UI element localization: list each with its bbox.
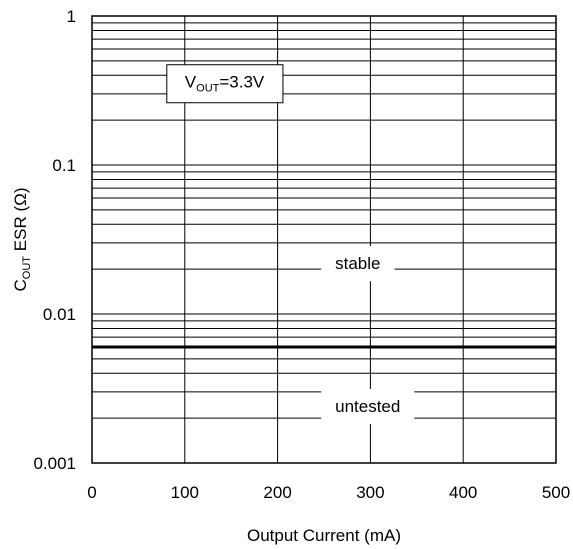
y-axis-title-rest: ESR (Ω) [11, 188, 30, 256]
untested-label-background [321, 388, 415, 424]
x-tick-label: 500 [542, 483, 570, 502]
condition-label-rest: =3.3V [219, 73, 265, 92]
condition-label-sub: OUT [196, 83, 220, 95]
x-tick-label: 400 [449, 483, 477, 502]
untested-label: untested [335, 397, 400, 416]
x-tick-label: 300 [356, 483, 384, 502]
x-tick-label: 100 [171, 483, 199, 502]
y-tick-label: 0.01 [43, 305, 76, 324]
y-axis-title-sub: OUT [21, 256, 33, 280]
x-axis-title: Output Current (mA) [247, 526, 401, 545]
stable-label-background [321, 246, 395, 282]
y-tick-label: 1 [67, 7, 76, 26]
y-tick-labels: 0.001 0.01 0.1 1 [33, 7, 76, 473]
y-axis-title-main: C [11, 279, 30, 291]
y-tick-label: 0.1 [52, 156, 76, 175]
x-tick-label: 0 [87, 483, 96, 502]
y-axis-title: COUT ESR (Ω) [11, 188, 33, 292]
condition-label-v: V [185, 73, 197, 92]
y-tick-label: 0.001 [33, 454, 76, 473]
x-tick-labels: 0 100 200 300 400 500 [87, 483, 570, 502]
condition-label-background [166, 64, 284, 104]
condition-label: VOUT=3.3V [185, 73, 265, 95]
plot-frame [91, 15, 557, 464]
x-tick-label: 200 [263, 483, 291, 502]
stable-label: stable [335, 254, 380, 273]
